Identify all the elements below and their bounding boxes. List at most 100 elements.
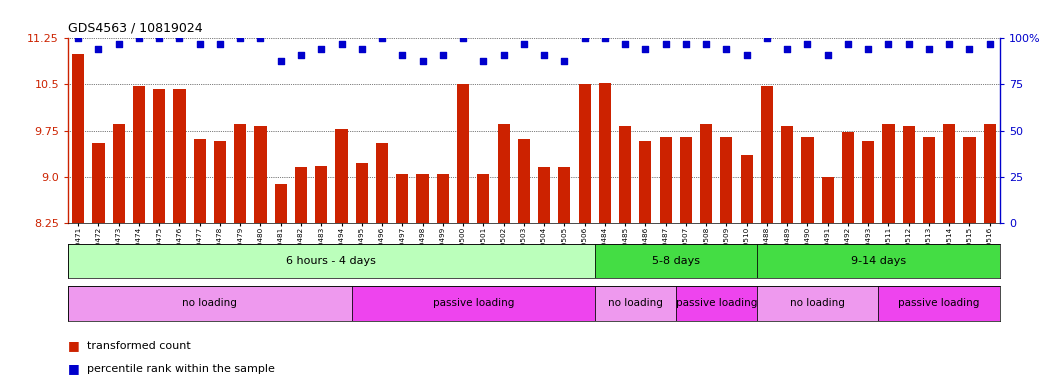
Point (171, 35, 187, 41)
Point (779, 46, 796, 53)
Bar (376, 143, 388, 223)
Bar (356, 163, 367, 223)
Bar (640, 141, 651, 223)
Bar (456, 84, 469, 223)
Bar (72, 54, 84, 223)
Point (475, 58, 492, 64)
Bar (133, 86, 146, 223)
Point (333, 41, 350, 47)
Bar (214, 141, 226, 223)
Bar (922, 137, 935, 223)
Point (900, 41, 917, 47)
Point (820, 52, 837, 58)
Point (799, 41, 816, 47)
Point (576, 35, 593, 41)
Point (415, 58, 431, 64)
Text: transformed count: transformed count (87, 341, 191, 351)
Bar (984, 124, 996, 223)
Point (617, 41, 633, 47)
Point (961, 46, 978, 53)
Point (70, 35, 87, 41)
Text: 6 hours - 4 days: 6 hours - 4 days (287, 256, 376, 266)
Point (738, 52, 755, 58)
Point (211, 41, 228, 47)
Point (292, 52, 310, 58)
Bar (68, 244, 595, 278)
Point (697, 41, 714, 47)
Bar (538, 167, 550, 223)
Bar (595, 286, 675, 321)
Bar (675, 286, 757, 321)
Text: no loading: no loading (608, 298, 663, 308)
Bar (417, 174, 428, 223)
Bar (497, 124, 510, 223)
Point (192, 41, 208, 47)
Bar (801, 137, 814, 223)
Bar (842, 132, 854, 223)
Point (394, 52, 410, 58)
Bar (781, 126, 794, 223)
Point (374, 35, 391, 41)
Bar (194, 139, 206, 223)
Point (881, 41, 897, 47)
Point (758, 35, 775, 41)
Text: 9-14 days: 9-14 days (851, 256, 906, 266)
Bar (619, 126, 631, 223)
Text: GDS4563 / 10819024: GDS4563 / 10819024 (68, 22, 203, 35)
Point (354, 46, 371, 53)
Point (658, 41, 674, 47)
Bar (595, 244, 757, 278)
Bar (878, 286, 1000, 321)
Bar (883, 124, 894, 223)
Bar (352, 286, 595, 321)
Point (840, 41, 856, 47)
Bar (757, 244, 1000, 278)
Point (90, 46, 107, 53)
Point (313, 46, 330, 53)
Bar (943, 124, 955, 223)
Text: 5-8 days: 5-8 days (652, 256, 699, 266)
Point (637, 46, 653, 53)
Point (597, 35, 614, 41)
Bar (477, 174, 489, 223)
Bar (903, 126, 915, 223)
Point (860, 46, 876, 53)
Bar (579, 84, 591, 223)
Point (231, 35, 248, 41)
Point (515, 41, 532, 47)
Text: percentile rank within the sample: percentile rank within the sample (87, 364, 274, 374)
Bar (757, 286, 878, 321)
Bar (235, 124, 246, 223)
Bar (558, 167, 571, 223)
Bar (254, 126, 267, 223)
Bar (437, 174, 449, 223)
Point (920, 46, 937, 53)
Bar (92, 143, 105, 223)
Bar (660, 137, 672, 223)
Text: passive loading: passive loading (675, 298, 757, 308)
Bar (396, 174, 408, 223)
Bar (680, 137, 692, 223)
Bar (274, 184, 287, 223)
Point (941, 41, 958, 47)
Bar (700, 124, 712, 223)
Bar (761, 86, 773, 223)
Point (110, 41, 127, 47)
Text: ■: ■ (68, 339, 84, 352)
Bar (518, 139, 530, 223)
Point (272, 58, 289, 64)
Point (718, 46, 735, 53)
Bar (68, 286, 352, 321)
Text: no loading: no loading (182, 298, 238, 308)
Bar (113, 124, 125, 223)
Bar (153, 89, 165, 223)
Bar (315, 166, 328, 223)
Bar (335, 129, 348, 223)
Point (677, 41, 694, 47)
Text: no loading: no loading (790, 298, 845, 308)
Bar (740, 155, 753, 223)
Bar (862, 141, 874, 223)
Point (556, 58, 573, 64)
Point (454, 35, 471, 41)
Bar (720, 137, 733, 223)
